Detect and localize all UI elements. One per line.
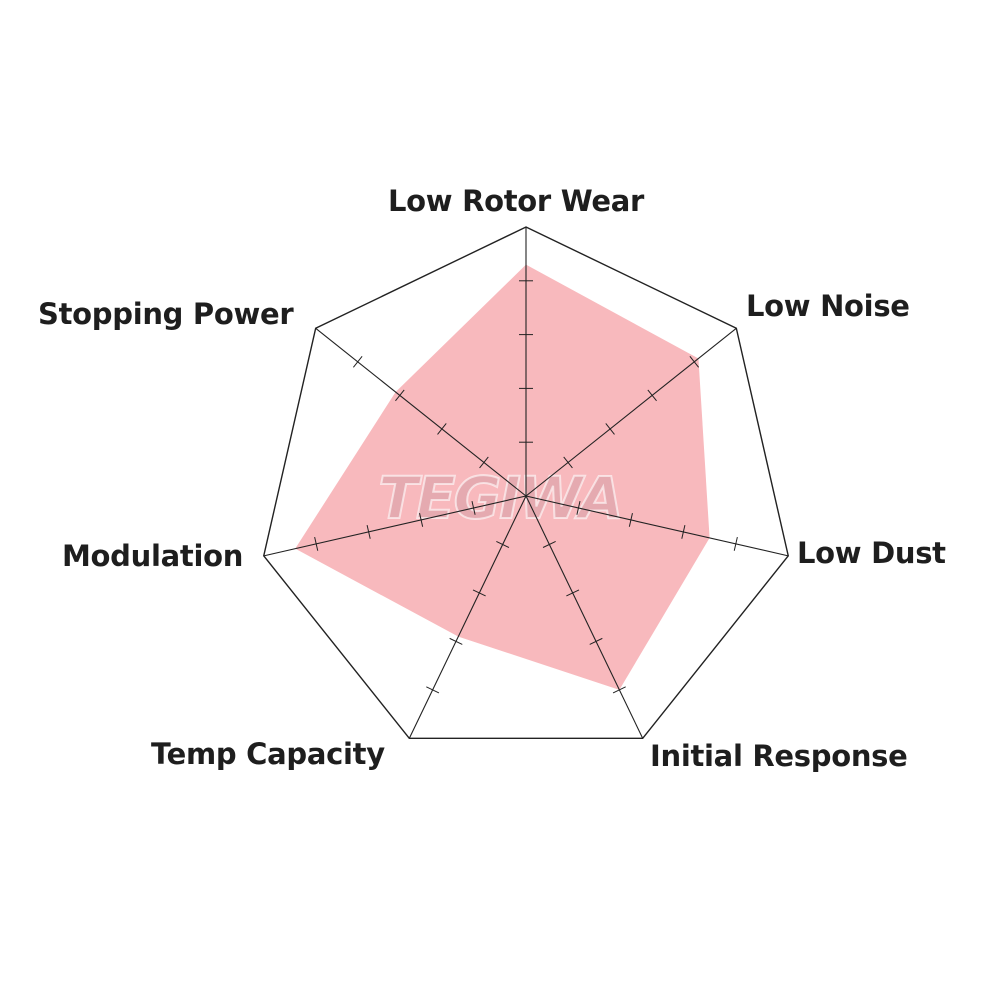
axis-tick — [612, 686, 626, 694]
axis-tick — [566, 589, 580, 597]
axis-tick — [395, 389, 405, 402]
axis-tick — [681, 524, 686, 539]
axis-tick — [628, 513, 633, 527]
axis-tick — [471, 501, 476, 515]
axis-tick — [426, 686, 440, 694]
axis-label-temp-capacity: Temp Capacity — [151, 737, 385, 771]
axis-line — [525, 495, 789, 557]
axis-tick — [542, 540, 556, 548]
axis-label-modulation: Modulation — [62, 539, 244, 573]
axis-tick — [472, 589, 486, 597]
axis-tick — [647, 389, 657, 402]
axis-tick — [496, 540, 510, 548]
axis-line — [408, 495, 527, 739]
axis-tick — [563, 456, 573, 469]
axis-tick — [576, 501, 581, 515]
axis-line — [263, 495, 527, 557]
axis-tick — [479, 456, 489, 469]
axis-tick — [419, 513, 424, 527]
axis-tick — [689, 356, 700, 368]
axis-tick — [352, 356, 363, 368]
axis-tick — [605, 423, 615, 435]
axis-tick — [589, 637, 603, 645]
axis-tick — [437, 423, 447, 435]
axis-tick — [366, 524, 371, 539]
axis-label-initial-response: Initial Response — [650, 739, 908, 773]
outer-heptagon — [262, 226, 790, 740]
axis-line — [525, 327, 737, 497]
axis-line — [315, 327, 527, 497]
axis-label-low-noise: Low Noise — [746, 289, 910, 323]
axis-tick — [314, 536, 319, 551]
axis-tick — [733, 536, 738, 551]
axis-label-low-dust: Low Dust — [797, 536, 946, 570]
axis-line — [525, 495, 644, 739]
axis-label-low-rotor-wear: Low Rotor Wear — [388, 184, 645, 218]
axis-label-stopping-power: Stopping Power — [38, 297, 294, 331]
axis-tick — [449, 637, 463, 645]
